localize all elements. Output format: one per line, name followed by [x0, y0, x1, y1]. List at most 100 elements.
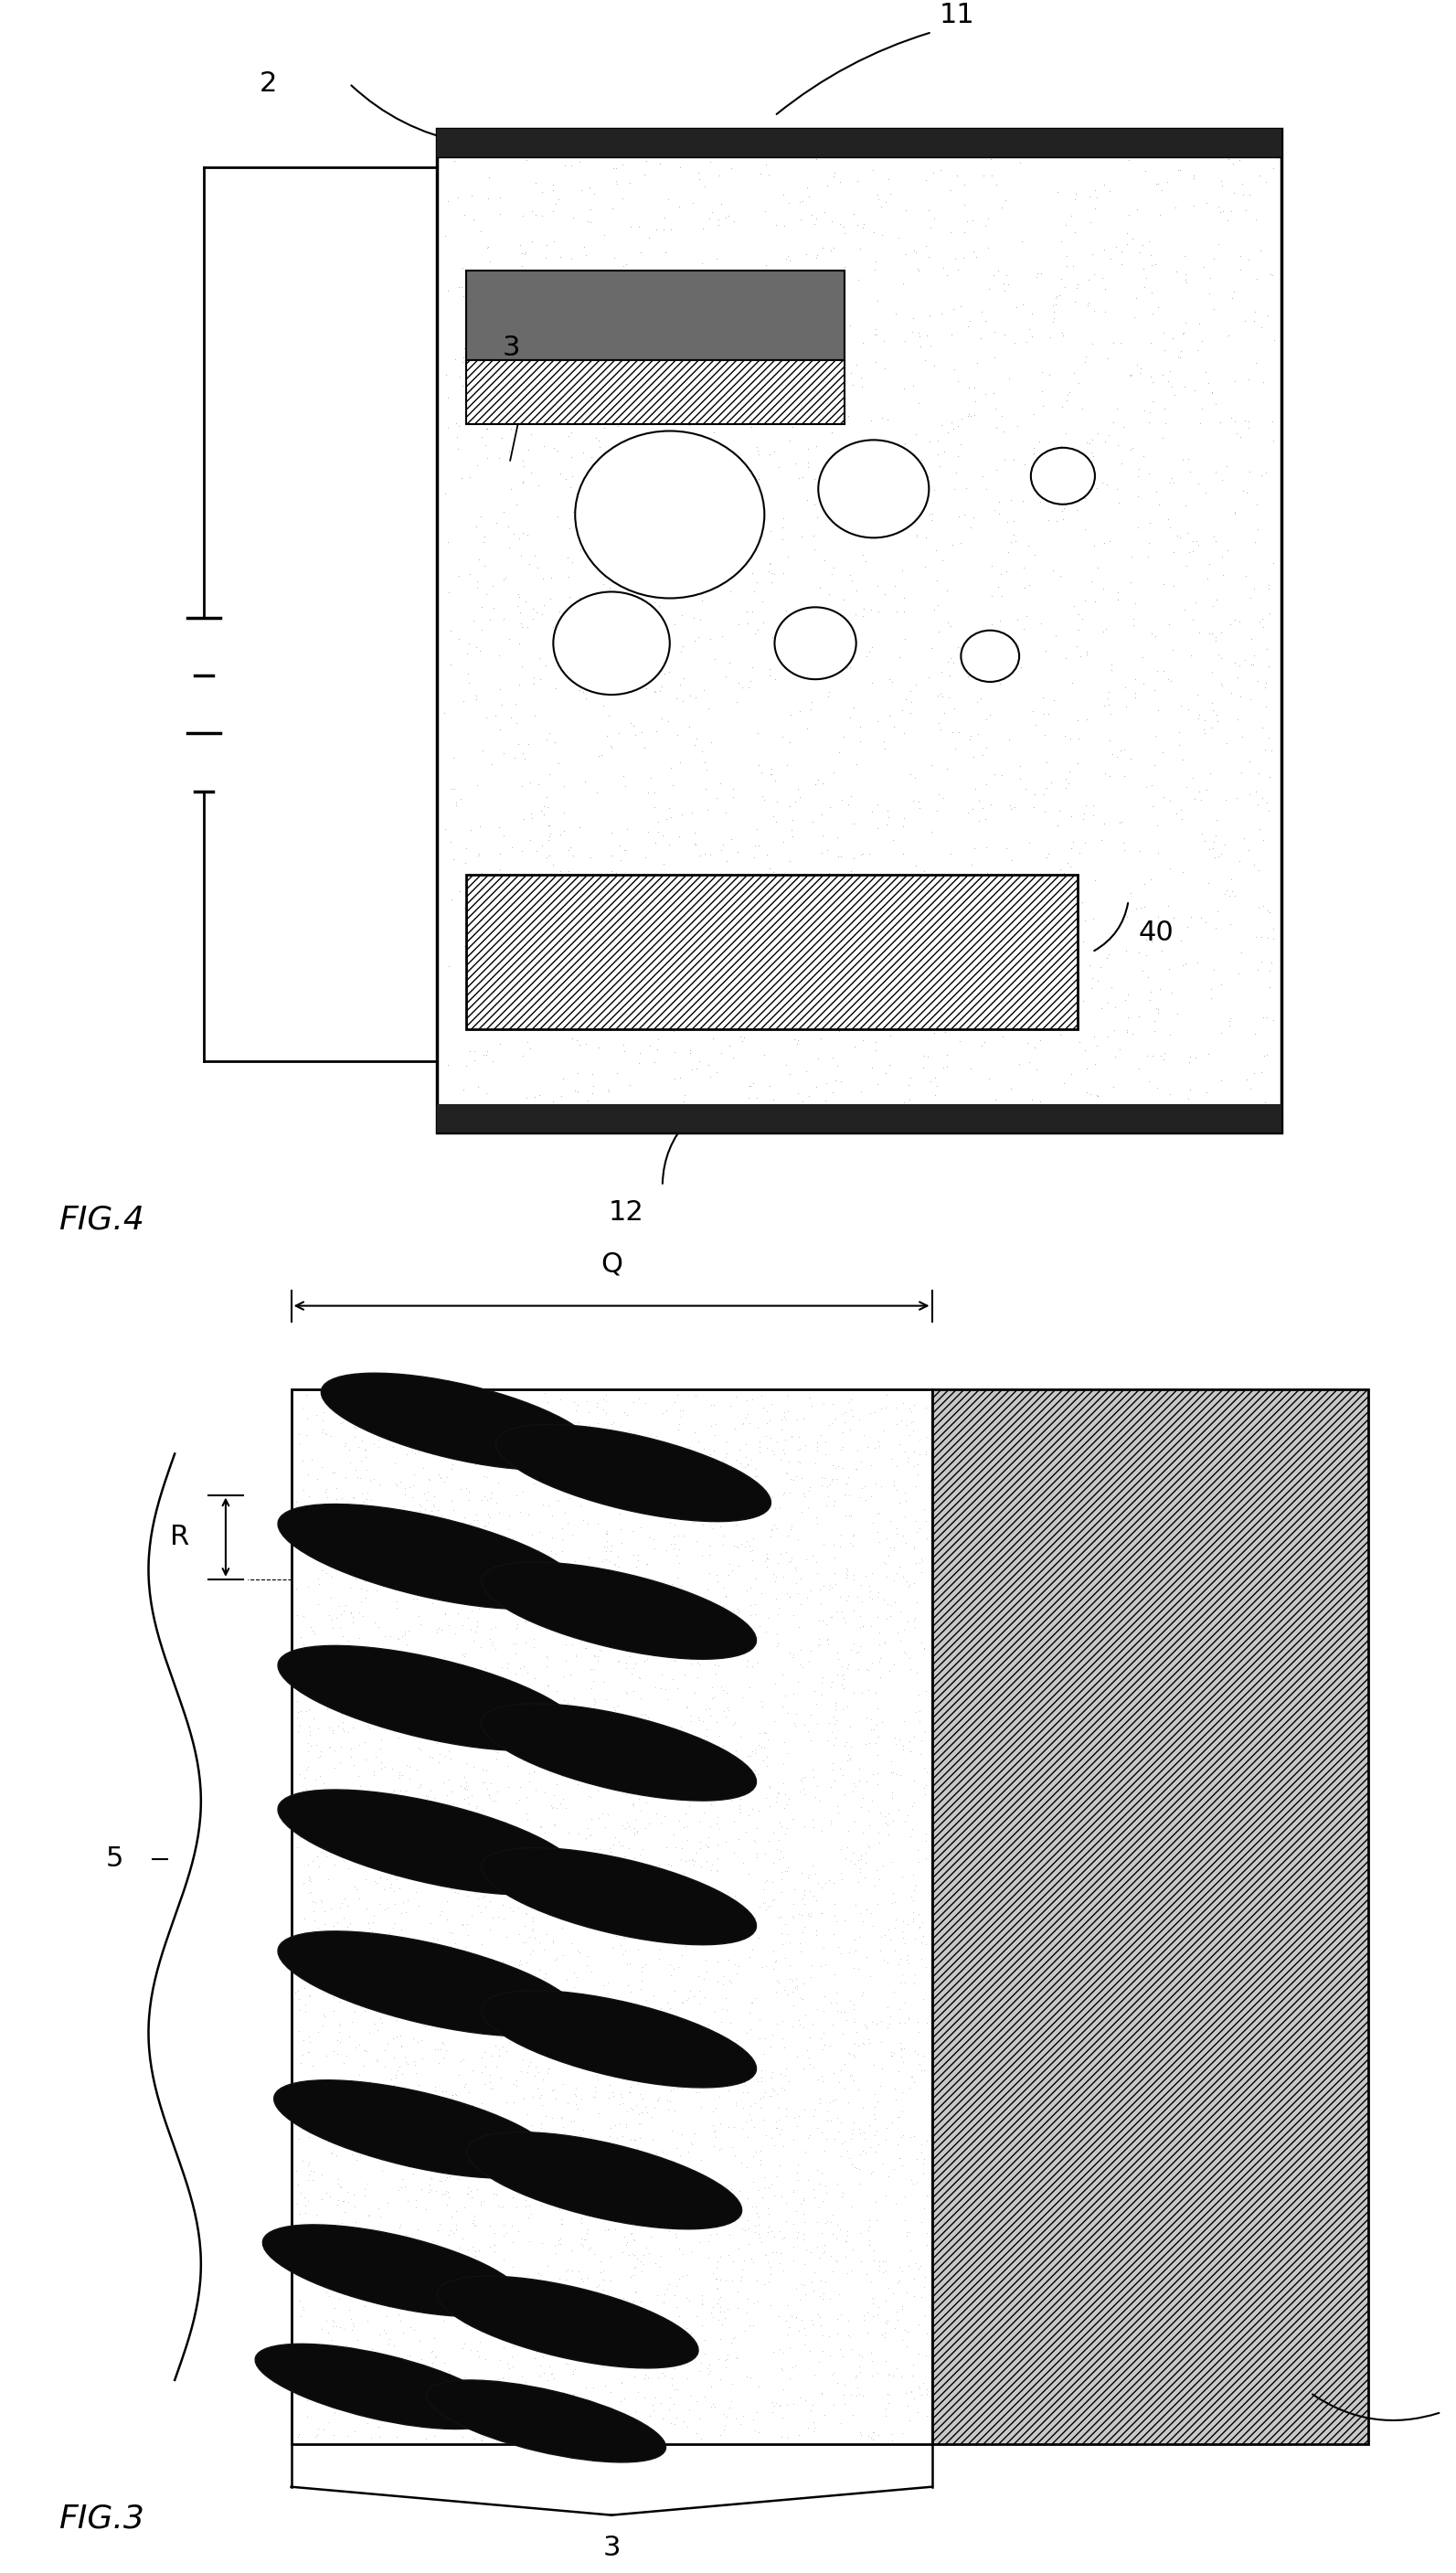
Point [677, 1786, 700, 1827]
Point [387, 2066, 411, 2107]
Point [1104, 1037, 1127, 1078]
Point [1072, 980, 1095, 1021]
Point [515, 1799, 539, 1840]
Point [677, 1598, 700, 1639]
Point [524, 857, 547, 898]
Point [609, 2148, 632, 2190]
Point [785, 1968, 808, 2010]
Point [874, 2174, 897, 2215]
Point [830, 448, 853, 489]
Point [794, 2264, 817, 2305]
Point [778, 841, 801, 883]
Point [724, 1482, 747, 1523]
Point [521, 190, 545, 232]
Point [772, 2370, 795, 2411]
Point [878, 695, 901, 736]
Point [456, 1914, 479, 1955]
Point [629, 293, 652, 334]
Point [891, 2071, 914, 2112]
Point [868, 1791, 891, 1832]
Point [877, 1804, 900, 1845]
Point [662, 2383, 686, 2424]
Point [448, 1510, 472, 1552]
Point [348, 1618, 371, 1660]
Point [598, 1832, 622, 1873]
Point [1105, 736, 1128, 777]
Point [1041, 463, 1064, 504]
Point [1210, 165, 1233, 206]
Point [811, 816, 834, 857]
Point [849, 1626, 872, 1667]
Point [763, 332, 786, 373]
Point [457, 1783, 480, 1824]
Point [756, 1886, 779, 1927]
Point [866, 566, 890, 607]
Point [1079, 201, 1102, 242]
Point [844, 345, 868, 386]
Point [495, 2344, 518, 2385]
Point [566, 1865, 590, 1907]
Point [514, 1922, 537, 1963]
Point [466, 2169, 489, 2210]
Point [1028, 1019, 1051, 1060]
Point [639, 262, 662, 304]
Point [761, 913, 785, 955]
Point [715, 2395, 738, 2437]
Point [360, 2128, 383, 2169]
Point [384, 2105, 408, 2146]
Point [496, 1413, 520, 1454]
Point [661, 131, 684, 172]
Point [801, 2269, 824, 2311]
Point [574, 1626, 597, 1667]
Point [799, 1896, 823, 1937]
Point [738, 1531, 761, 1572]
Point [370, 1742, 393, 1783]
Point [415, 2130, 438, 2172]
Point [686, 2380, 709, 2421]
Point [620, 1441, 644, 1482]
Point [1176, 690, 1200, 731]
Point [463, 862, 486, 903]
Point [470, 610, 494, 651]
Point [553, 1624, 577, 1665]
Point [779, 1958, 802, 1999]
Point [578, 1868, 601, 1909]
Point [434, 808, 457, 849]
Point [529, 360, 552, 401]
Point [482, 1554, 505, 1595]
Point [847, 2352, 871, 2393]
Point [785, 1958, 808, 1999]
Point [872, 872, 895, 913]
Point [600, 638, 623, 679]
Point [642, 1726, 665, 1768]
Point [593, 1714, 616, 1755]
Point [812, 2231, 836, 2272]
Point [859, 1698, 882, 1739]
Point [834, 1554, 858, 1595]
Point [473, 1570, 496, 1611]
Point [1124, 672, 1147, 713]
Point [317, 1726, 341, 1768]
Point [737, 1621, 760, 1662]
Point [1208, 965, 1232, 1006]
Point [893, 798, 916, 839]
Point [355, 1932, 379, 1973]
Point [645, 1770, 668, 1811]
Point [399, 1984, 422, 2025]
Point [626, 286, 649, 327]
Point [363, 1549, 386, 1590]
Point [721, 2362, 744, 2403]
Point [882, 2033, 906, 2074]
Point [1063, 353, 1086, 394]
Point [671, 1853, 695, 1894]
Point [604, 1688, 628, 1729]
Point [517, 865, 540, 906]
Point [834, 1464, 858, 1505]
Point [754, 1536, 778, 1577]
Point [709, 2259, 732, 2300]
Point [891, 944, 914, 985]
Point [671, 1981, 695, 2022]
Point [543, 319, 566, 360]
Point [460, 2226, 483, 2267]
Point [690, 1768, 713, 1809]
